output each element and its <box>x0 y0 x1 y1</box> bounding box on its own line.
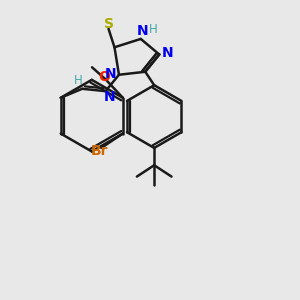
Text: N: N <box>104 89 116 103</box>
Text: O: O <box>98 70 110 84</box>
Text: S: S <box>103 17 113 31</box>
Text: H: H <box>149 23 158 36</box>
Text: H: H <box>74 74 82 87</box>
Text: N: N <box>105 67 116 81</box>
Text: N: N <box>162 46 173 60</box>
Text: N: N <box>136 24 148 38</box>
Text: Br: Br <box>91 145 109 158</box>
